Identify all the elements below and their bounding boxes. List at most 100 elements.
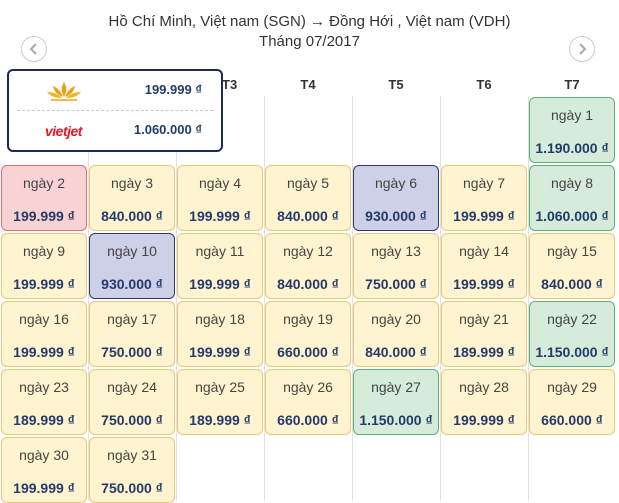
day-price: 660.000 ₫ xyxy=(277,412,339,428)
calendar-day-cell[interactable]: ngày 24 750.000 ₫ xyxy=(89,369,175,435)
vietnam-airlines-lotus-logo xyxy=(47,82,81,101)
calendar-day-cell[interactable]: ngày 11 199.999 ₫ xyxy=(177,233,263,299)
day-price: 1.190.000 ₫ xyxy=(535,140,609,156)
day-label: ngày 20 xyxy=(371,311,421,327)
calendar-day-cell[interactable]: ngày 29 660.000 ₫ xyxy=(529,369,615,435)
tooltip-price-2: 1.060.000 ₫ xyxy=(133,122,202,137)
next-month-button[interactable] xyxy=(569,36,595,62)
prev-month-button[interactable] xyxy=(21,36,47,62)
calendar-day-cell[interactable]: ngày 21 189.999 ₫ xyxy=(441,301,527,367)
day-label: ngày 1 xyxy=(550,107,594,123)
day-price: 199.999 ₫ xyxy=(13,480,75,496)
calendar-day-cell[interactable]: ngày 7 199.999 ₫ xyxy=(441,165,527,231)
chevron-left-icon xyxy=(29,43,37,55)
calendar-day-cell[interactable]: ngày 22 1.150.000 ₫ xyxy=(529,301,615,367)
day-label: ngày 18 xyxy=(195,311,245,327)
day-price: 750.000 ₫ xyxy=(101,412,163,428)
day-price: 199.999 ₫ xyxy=(13,208,75,224)
day-label: ngày 9 xyxy=(22,243,66,259)
grid-divider xyxy=(264,96,265,501)
day-price: 189.999 ₫ xyxy=(13,412,75,428)
day-label: ngày 5 xyxy=(286,175,330,191)
calendar-grid xyxy=(0,96,619,501)
calendar-day-cell[interactable]: ngày 30 199.999 ₫ xyxy=(1,437,87,503)
day-price: 189.999 ₫ xyxy=(453,344,515,360)
tooltip-row-vietjet: vietjet 1.060.000 ₫ xyxy=(9,111,220,149)
day-price: 840.000 ₫ xyxy=(541,276,603,292)
route-label: Hồ Chí Minh, Việt nam (SGN) → Đồng Hới ,… xyxy=(108,13,511,30)
day-price: 750.000 ₫ xyxy=(101,344,163,360)
calendar-day-cell[interactable]: ngày 10 930.000 ₫ xyxy=(89,233,175,299)
calendar-day-cell[interactable]: ngày 25 189.999 ₫ xyxy=(177,369,263,435)
tooltip-divider xyxy=(17,110,213,111)
day-label: ngày 16 xyxy=(19,311,69,327)
weekday-t3: T3 xyxy=(222,77,238,92)
calendar-day-cell[interactable]: ngày 28 199.999 ₫ xyxy=(441,369,527,435)
day-label: ngày 6 xyxy=(374,175,418,191)
day-price: 840.000 ₫ xyxy=(101,208,163,224)
day-price: 199.999 ₫ xyxy=(189,208,251,224)
day-label: ngày 31 xyxy=(107,447,157,463)
calendar-day-cell[interactable]: ngày 17 750.000 ₫ xyxy=(89,301,175,367)
day-price: 199.999 ₫ xyxy=(453,412,515,428)
calendar-day-cell[interactable]: ngày 16 199.999 ₫ xyxy=(1,301,87,367)
weekday-t6: T6 xyxy=(476,77,492,92)
day-price: 840.000 ₫ xyxy=(277,276,339,292)
calendar-day-cell[interactable]: ngày 6 930.000 ₫ xyxy=(353,165,439,231)
calendar-day-cell[interactable]: ngày 9 199.999 ₫ xyxy=(1,233,87,299)
calendar-day-cell[interactable]: ngày 3 840.000 ₫ xyxy=(89,165,175,231)
calendar-day-cell[interactable]: ngày 20 840.000 ₫ xyxy=(353,301,439,367)
calendar-day-cell[interactable]: ngày 12 840.000 ₫ xyxy=(265,233,351,299)
day-price: 199.999 ₫ xyxy=(189,344,251,360)
day-price: 199.999 ₫ xyxy=(453,276,515,292)
day-price: 660.000 ₫ xyxy=(541,412,603,428)
calendar-day-cell[interactable]: ngày 23 189.999 ₫ xyxy=(1,369,87,435)
day-price: 750.000 ₫ xyxy=(365,276,427,292)
calendar-day-cell[interactable]: ngày 1 1.190.000 ₫ xyxy=(529,97,615,163)
day-price: 840.000 ₫ xyxy=(365,344,427,360)
calendar-day-cell[interactable]: ngày 2 199.999 ₫ xyxy=(1,165,87,231)
calendar-day-cell[interactable]: ngày 14 199.999 ₫ xyxy=(441,233,527,299)
calendar-day-cell[interactable]: ngày 19 660.000 ₫ xyxy=(265,301,351,367)
day-label: ngày 7 xyxy=(462,175,506,191)
chevron-right-icon xyxy=(579,43,587,55)
grid-divider xyxy=(352,96,353,501)
grid-divider xyxy=(88,96,89,501)
day-label: ngày 8 xyxy=(550,175,594,191)
route-title: Hồ Chí Minh, Việt nam (SGN) → Đồng Hới ,… xyxy=(0,12,619,52)
grid-divider xyxy=(176,96,177,501)
day-label: ngày 17 xyxy=(107,311,157,327)
day-price: 1.150.000 ₫ xyxy=(535,344,609,360)
calendar-day-cell[interactable]: ngày 4 199.999 ₫ xyxy=(177,165,263,231)
day-price: 930.000 ₫ xyxy=(101,276,163,292)
day-label: ngày 10 xyxy=(107,243,157,259)
day-label: ngày 22 xyxy=(547,311,597,327)
day-price: 199.999 ₫ xyxy=(13,344,75,360)
calendar-day-cell[interactable]: ngày 15 840.000 ₫ xyxy=(529,233,615,299)
calendar-day-cell[interactable]: ngày 31 750.000 ₫ xyxy=(89,437,175,503)
day-label: ngày 13 xyxy=(371,243,421,259)
day-label: ngày 3 xyxy=(110,175,154,191)
day-label: ngày 25 xyxy=(195,379,245,395)
day-label: ngày 26 xyxy=(283,379,333,395)
calendar-day-cell[interactable]: ngày 26 660.000 ₫ xyxy=(265,369,351,435)
weekday-t7: T7 xyxy=(564,77,580,92)
tooltip-price-1: 199.999 ₫ xyxy=(144,82,202,97)
month-label: Tháng 07/2017 xyxy=(259,33,360,50)
calendar-day-cell[interactable]: ngày 5 840.000 ₫ xyxy=(265,165,351,231)
day-label: ngày 11 xyxy=(195,243,245,259)
calendar-day-cell[interactable]: ngày 13 750.000 ₫ xyxy=(353,233,439,299)
day-label: ngày 2 xyxy=(22,175,66,191)
calendar-day-cell[interactable]: ngày 8 1.060.000 ₫ xyxy=(529,165,615,231)
calendar-day-cell[interactable]: ngày 18 199.999 ₫ xyxy=(177,301,263,367)
day-label: ngày 24 xyxy=(107,379,157,395)
calendar-day-cell[interactable]: ngày 27 1.150.000 ₫ xyxy=(353,369,439,435)
day-label: ngày 29 xyxy=(547,379,597,395)
day-label: ngày 30 xyxy=(19,447,69,463)
day-price: 199.999 ₫ xyxy=(453,208,515,224)
day-label: ngày 19 xyxy=(283,311,333,327)
day-price: 199.999 ₫ xyxy=(189,276,251,292)
day-label: ngày 12 xyxy=(283,243,333,259)
day-label: ngày 23 xyxy=(19,379,69,395)
grid-divider xyxy=(528,96,529,501)
